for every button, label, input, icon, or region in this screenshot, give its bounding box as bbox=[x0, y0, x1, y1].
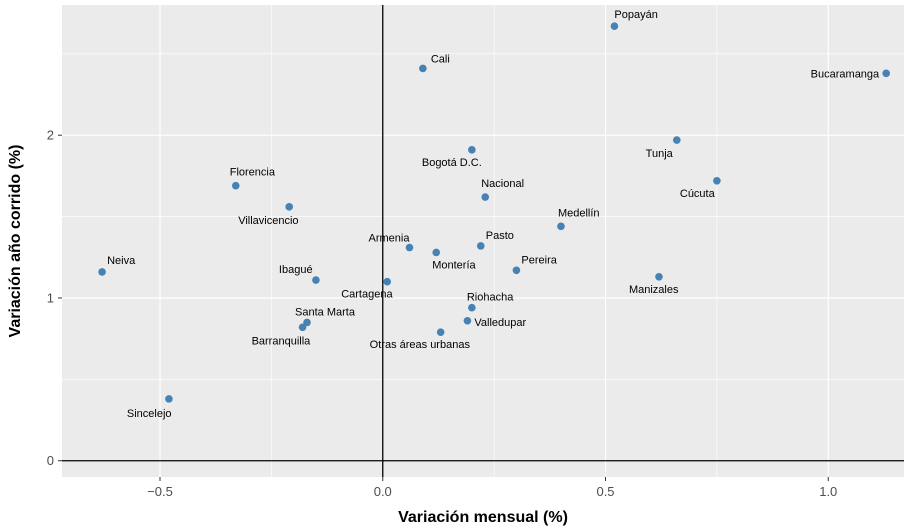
data-point bbox=[713, 176, 721, 185]
y-tick-label: 0 bbox=[47, 453, 54, 468]
point-label: Barranquilla bbox=[252, 335, 312, 347]
reference-lines bbox=[62, 5, 904, 477]
axis-ticks: −0.5 0.0 0.5 1.0 0 1 2 bbox=[47, 128, 838, 499]
y-tick-label: 1 bbox=[47, 290, 54, 305]
point-label: Manizales bbox=[629, 284, 679, 296]
data-point bbox=[298, 323, 307, 332]
data-point bbox=[165, 395, 173, 403]
point-label: Sincelejo bbox=[127, 408, 172, 420]
data-point bbox=[476, 242, 485, 250]
data-point bbox=[436, 328, 445, 336]
data-point bbox=[312, 276, 320, 284]
point-label: Pereira bbox=[521, 254, 557, 266]
x-tick-label: −0.5 bbox=[147, 484, 173, 499]
data-point bbox=[303, 318, 311, 327]
data-point bbox=[468, 303, 476, 312]
data-point bbox=[468, 146, 476, 154]
point-label: Cúcuta bbox=[680, 188, 716, 200]
point-label: Ibagué bbox=[279, 264, 313, 276]
point-label: Medellín bbox=[558, 207, 600, 219]
point-label: Otras áreas urbanas bbox=[370, 339, 471, 351]
plot-panel bbox=[62, 5, 904, 477]
point-label: Nacional bbox=[481, 178, 524, 190]
point-labels: Popayán Bucaramanga Cali Tunja Bogotá D.C. Cú… bbox=[107, 9, 880, 420]
data-point bbox=[655, 273, 663, 281]
data-point bbox=[481, 193, 490, 201]
data-point bbox=[231, 181, 240, 190]
data-point bbox=[463, 316, 472, 325]
point-label: Tunja bbox=[646, 148, 674, 160]
data-point bbox=[383, 277, 392, 286]
point-label: Riohacha bbox=[467, 292, 514, 304]
y-tick-label: 2 bbox=[47, 128, 54, 143]
x-tick-label: 1.0 bbox=[819, 484, 837, 499]
point-label: Bucaramanga bbox=[811, 68, 880, 80]
data-point bbox=[419, 64, 427, 73]
data-points bbox=[98, 22, 890, 403]
point-label: Valledupar bbox=[474, 317, 526, 329]
point-label: Montería bbox=[432, 259, 476, 271]
point-label: Neiva bbox=[107, 255, 136, 267]
point-label: Santa Marta bbox=[295, 306, 356, 318]
x-tick-label: 0.0 bbox=[374, 484, 392, 499]
point-label: Bogotá D.C. bbox=[422, 157, 482, 169]
point-label: Cartagena bbox=[341, 289, 393, 301]
data-point bbox=[672, 136, 681, 144]
point-label: Pasto bbox=[486, 230, 514, 242]
point-label: Florencia bbox=[230, 167, 276, 179]
data-point bbox=[512, 266, 521, 275]
data-point bbox=[610, 22, 619, 30]
data-point bbox=[432, 248, 441, 257]
x-axis-title: Variación mensual (%) bbox=[398, 509, 568, 526]
y-axis-title: Variación año corrido (%) bbox=[7, 145, 24, 338]
data-point bbox=[405, 243, 414, 252]
data-point bbox=[882, 69, 890, 78]
data-point bbox=[557, 222, 565, 231]
point-label: Armenia bbox=[368, 233, 410, 245]
point-label: Popayán bbox=[614, 9, 657, 21]
data-point bbox=[98, 268, 106, 276]
data-point bbox=[285, 203, 294, 211]
x-tick-label: 0.5 bbox=[596, 484, 614, 499]
point-label: Villavicencio bbox=[238, 215, 298, 227]
point-label: Cali bbox=[431, 53, 450, 65]
